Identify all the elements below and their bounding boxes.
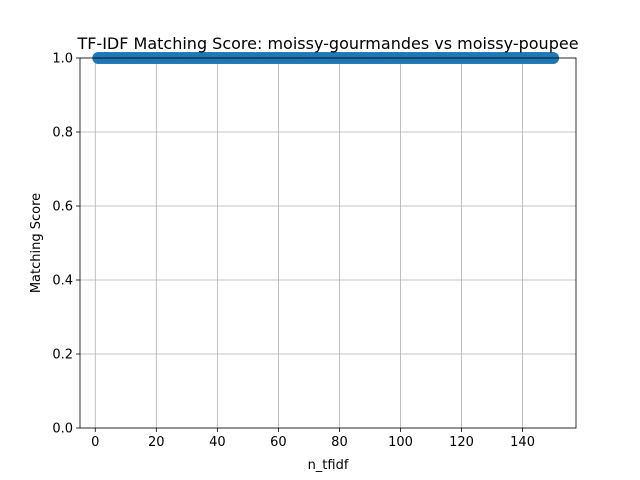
x-tick-label: 0	[91, 435, 99, 450]
x-tick-label: 100	[388, 435, 413, 450]
x-tick-label: 40	[209, 435, 226, 450]
x-tick-label: 140	[510, 435, 535, 450]
y-tick-label: 0.0	[52, 422, 73, 437]
y-tick-label: 0.2	[52, 348, 73, 363]
plot-area	[80, 58, 576, 428]
plot-frame	[79, 57, 577, 429]
y-tick-label: 1.0	[52, 52, 73, 67]
x-tick-label: 120	[449, 435, 474, 450]
chart-title: TF-IDF Matching Score: moissy-gourmandes…	[76, 34, 578, 53]
x-axis: 0 20 40 60 80 100 120 140	[91, 428, 535, 450]
y-tick-label: 0.6	[52, 200, 73, 215]
y-axis: 0.0 0.2 0.4 0.6 0.8 1.0	[52, 52, 80, 437]
y-tick-label: 0.8	[52, 126, 73, 141]
y-axis-label: Matching Score	[29, 193, 44, 293]
x-tick-label: 80	[331, 435, 348, 450]
x-axis-label: n_tfidf	[308, 458, 349, 473]
y-tick-label: 0.4	[52, 274, 73, 289]
x-tick-label: 20	[148, 435, 165, 450]
x-tick-label: 60	[270, 435, 287, 450]
